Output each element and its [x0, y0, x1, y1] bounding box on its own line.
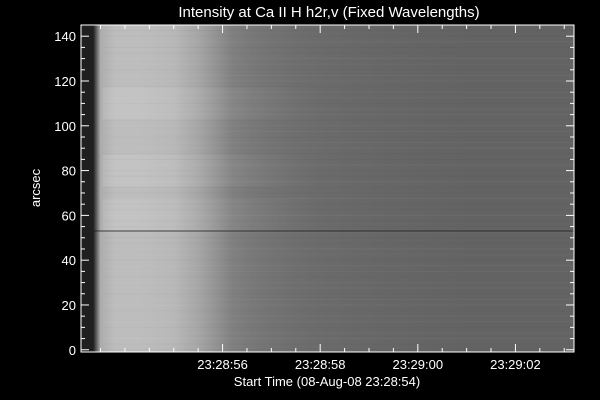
bright-patch	[102, 87, 321, 120]
bright-patch	[102, 154, 321, 187]
x-axis-label: Start Time (08-Aug-08 23:28:54)	[234, 374, 420, 389]
plot-frame	[80, 24, 575, 353]
x-tick-label: 23:29:00	[392, 357, 443, 372]
chart-title: Intensity at Ca II H h2r,v (Fixed Wavele…	[178, 4, 479, 21]
x-tick-label: 23:29:02	[490, 357, 541, 372]
heatmap-intensity-field	[81, 25, 574, 352]
y-tick-label: 60	[62, 208, 76, 223]
y-axis: 0 20 40 60 80 100 120 140	[54, 29, 574, 358]
y-axis-label: arcsec	[28, 168, 43, 207]
y-tick-label: 20	[62, 298, 76, 313]
plot-area	[81, 25, 574, 352]
x-axis: 23:28:56 23:28:58 23:29:00 23:29:02	[100, 25, 565, 372]
y-tick-label: 120	[54, 74, 76, 89]
bright-patch	[102, 199, 321, 232]
x-tick-label: 23:28:56	[197, 357, 248, 372]
y-tick-label: 0	[69, 343, 76, 358]
y-tick-label: 40	[62, 253, 76, 268]
x-tick-label: 23:28:58	[295, 357, 346, 372]
y-tick-label: 80	[62, 164, 76, 179]
y-tick-label: 140	[54, 29, 76, 44]
y-tick-label: 100	[54, 119, 76, 134]
